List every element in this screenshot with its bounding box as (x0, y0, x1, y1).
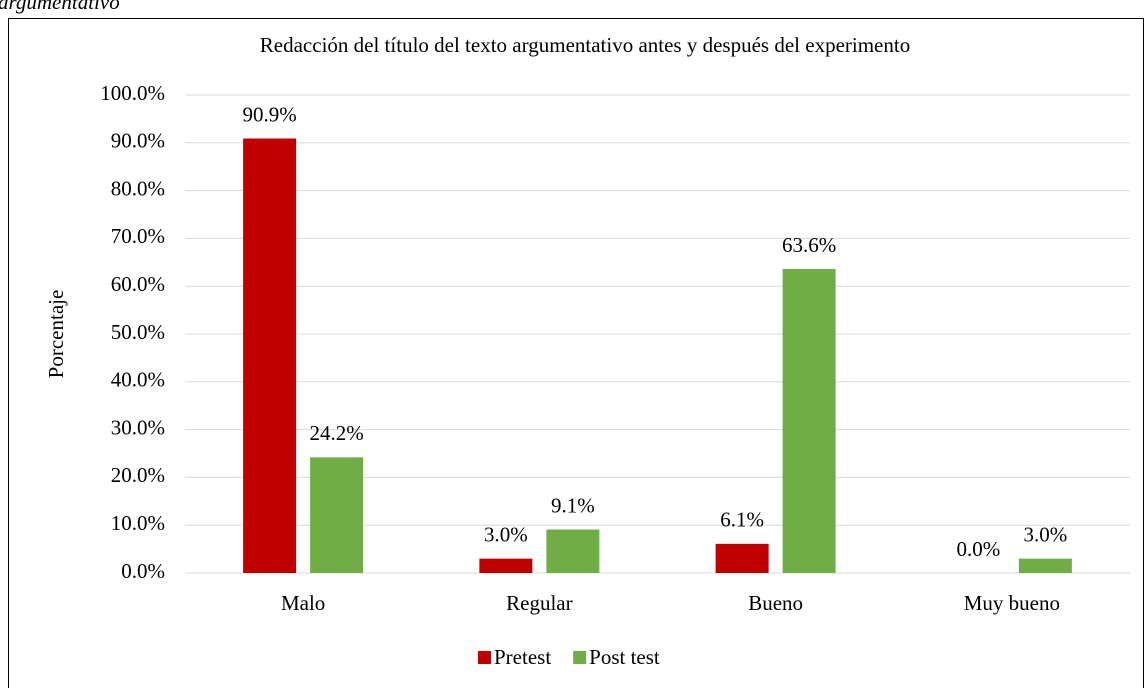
data-label: 63.6% (782, 233, 836, 257)
y-tick-label: 80.0% (111, 176, 165, 200)
bar (243, 138, 297, 574)
y-tick-label: 0.0% (121, 559, 165, 583)
bar (546, 529, 600, 573)
x-tick-label: Bueno (748, 591, 803, 615)
bar (310, 457, 364, 573)
y-tick-label: 50.0% (111, 320, 165, 344)
y-tick-label: 40.0% (111, 368, 165, 392)
x-tick-label: Muy bueno (964, 591, 1060, 615)
chart-title: Redacción del título del texto argumenta… (260, 33, 910, 57)
data-label: 3.0% (1024, 522, 1068, 546)
y-tick-label: 70.0% (111, 224, 165, 248)
caption: argumentativo (0, 0, 120, 14)
y-tick-label: 90.0% (111, 129, 165, 153)
bar (479, 558, 533, 573)
y-tick-label: 30.0% (111, 415, 165, 439)
x-tick-label: Regular (506, 591, 572, 615)
legend-label: Pretest (494, 645, 551, 669)
data-label: 0.0% (957, 537, 1001, 561)
y-tick-label: 10.0% (111, 511, 165, 535)
legend-swatch (478, 651, 491, 664)
data-label: 6.1% (720, 508, 764, 532)
bar (782, 268, 836, 573)
y-tick-label: 60.0% (111, 272, 165, 296)
data-label: 24.2% (310, 421, 364, 445)
data-label: 3.0% (484, 522, 528, 546)
bar (1018, 558, 1072, 573)
legend-swatch (573, 651, 587, 664)
data-label: 9.1% (551, 493, 595, 517)
data-label: 90.9% (243, 102, 297, 126)
legend-label: Post test (589, 645, 660, 669)
y-tick-label: 20.0% (111, 463, 165, 487)
y-tick-label: 100.0% (100, 81, 165, 105)
x-tick-label: Malo (281, 591, 325, 615)
bar (715, 543, 769, 573)
y-axis-label: Porcentaje (44, 290, 68, 379)
chart-border (8, 18, 1144, 688)
